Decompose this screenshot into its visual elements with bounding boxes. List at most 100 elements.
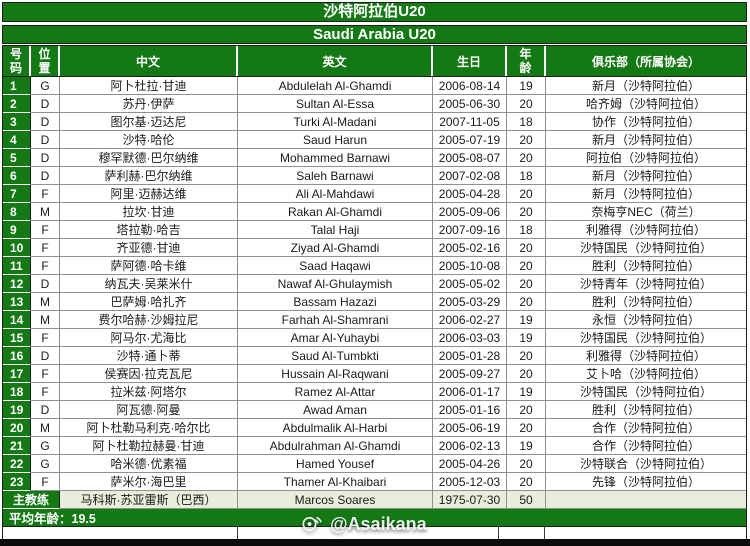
table-row: 19 D 阿瓦德·阿曼 Awad Aman 2005-01-16 20 胜利（沙… [3,401,746,419]
player-english-name-cell: Saleh Barnawi [238,167,433,185]
player-chinese-name-cell: 齐亚德·甘迪 [60,239,238,257]
player-english-name-cell: Amar Al-Yuhaybi [238,329,433,347]
player-number-cell: 20 [3,419,31,437]
table-row: 9 F 塔拉勒·哈吉 Talal Haji 2007-09-16 18 利雅得（… [3,221,746,239]
player-english-name-cell: Nawaf Al-Ghulaymish [238,275,433,293]
player-chinese-name-cell: 阿卜杜勒拉赫曼·甘迪 [60,437,238,455]
player-age-cell: 19 [507,437,546,455]
player-english-name-cell: Hamed Yousef [238,455,433,473]
player-position-cell: F [31,383,60,401]
player-position-cell: M [31,311,60,329]
bottom-black-bar [0,539,750,546]
player-number-cell: 21 [3,437,31,455]
player-number-cell: 15 [3,329,31,347]
player-club-cell: 沙特国民（沙特阿拉伯） [546,383,746,401]
player-number-cell: 11 [3,257,31,275]
player-chinese-name-cell: 巴萨姆·哈扎齐 [60,293,238,311]
player-birthdate-cell: 2007-11-05 [433,113,507,131]
player-position-cell: M [31,419,60,437]
player-number-cell: 23 [3,473,31,491]
player-english-name-cell: Saud Al-Tumbkti [238,347,433,365]
player-club-cell: 胜利（沙特阿拉伯） [546,257,746,275]
player-chinese-name-cell: 阿里·迈赫达维 [60,185,238,203]
player-chinese-name-cell: 阿马尔·尤海比 [60,329,238,347]
player-position-cell: F [31,185,60,203]
coach-label-cell: 主教练 [3,491,60,509]
player-age-cell: 20 [507,275,546,293]
coach-age-cell: 50 [507,491,546,509]
player-position-cell: G [31,455,60,473]
player-age-cell: 20 [507,419,546,437]
player-number-cell: 17 [3,365,31,383]
player-position-cell: D [31,95,60,113]
player-club-cell: 新月（沙特阿拉伯） [546,167,746,185]
player-number-cell: 14 [3,311,31,329]
player-birthdate-cell: 2005-01-28 [433,347,507,365]
coach-chinese-name-cell: 马科斯·苏亚雷斯（巴西） [60,491,238,509]
player-age-cell: 20 [507,257,546,275]
player-number-cell: 7 [3,185,31,203]
player-birthdate-cell: 2005-12-03 [433,473,507,491]
player-english-name-cell: Ali Al-Mahdawi [238,185,433,203]
table-row: 13 M 巴萨姆·哈扎齐 Bassam Hazazi 2005-03-29 20… [3,293,746,311]
player-club-cell: 合作（沙特阿拉伯） [546,419,746,437]
player-club-cell: 阿拉伯（沙特阿拉伯） [546,149,746,167]
player-age-cell: 20 [507,293,546,311]
player-number-cell: 9 [3,221,31,239]
table-row: 12 D 纳瓦夫·吴莱米什 Nawaf Al-Ghulaymish 2005-0… [3,275,746,293]
table-row: 18 F 拉米兹·阿塔尔 Ramez Al-Attar 2006-01-17 1… [3,383,746,401]
player-club-cell: 哈齐姆（沙特阿拉伯） [546,95,746,113]
player-number-cell: 2 [3,95,31,113]
player-number-cell: 6 [3,167,31,185]
title-english: Saudi Arabia U20 [2,25,747,44]
player-chinese-name-cell: 阿卜杜拉·甘迪 [60,77,238,95]
player-club-cell: 新月（沙特阿拉伯） [546,131,746,149]
player-position-cell: D [31,401,60,419]
player-birthdate-cell: 2005-06-30 [433,95,507,113]
player-number-cell: 22 [3,455,31,473]
player-club-cell: 沙特青年（沙特阿拉伯） [546,275,746,293]
table-row: 8 M 拉坎·甘迪 Rakan Al-Ghamdi 2005-09-06 20 … [3,203,746,221]
player-position-cell: D [31,275,60,293]
table-row: 21 G 阿卜杜勒拉赫曼·甘迪 Abdulrahman Al-Ghamdi 20… [3,437,746,455]
player-club-cell: 艾卜哈（沙特阿拉伯） [546,365,746,383]
player-birthdate-cell: 2005-03-29 [433,293,507,311]
player-birthdate-cell: 2007-02-08 [433,167,507,185]
player-english-name-cell: Thamer Al-Khaibari [238,473,433,491]
player-club-cell: 胜利（沙特阿拉伯） [546,293,746,311]
player-birthdate-cell: 2006-02-13 [433,437,507,455]
roster-table: 沙特阿拉伯U20 Saudi Arabia U20 号码 位置 中文 英文 生日… [2,2,747,540]
table-row: 22 G 哈米德·优素福 Hamed Yousef 2005-04-26 20 … [3,455,746,473]
player-club-cell: 沙特国民（沙特阿拉伯） [546,329,746,347]
player-age-cell: 19 [507,383,546,401]
player-chinese-name-cell: 拉米兹·阿塔尔 [60,383,238,401]
col-header-position: 位置 [31,46,60,76]
player-position-cell: F [31,473,60,491]
player-chinese-name-cell: 沙特·通卜蒂 [60,347,238,365]
player-number-cell: 19 [3,401,31,419]
player-chinese-name-cell: 拉坎·甘迪 [60,203,238,221]
player-age-cell: 18 [507,221,546,239]
player-birthdate-cell: 2006-02-27 [433,311,507,329]
player-position-cell: G [31,437,60,455]
player-club-cell: 沙特国民（沙特阿拉伯） [546,239,746,257]
player-club-cell: 利雅得（沙特阿拉伯） [546,221,746,239]
player-birthdate-cell: 2005-05-02 [433,275,507,293]
table-row: 1 G 阿卜杜拉·甘迪 Abdulelah Al-Ghamdi 2006-08-… [3,77,746,95]
average-age-row: 平均年龄：19.5 [2,509,747,527]
player-rows: 1 G 阿卜杜拉·甘迪 Abdulelah Al-Ghamdi 2006-08-… [2,77,747,491]
col-header-number: 号码 [3,46,31,76]
table-row: 14 M 费尔哈赫·沙姆拉尼 Farhah Al-Shamrani 2006-0… [3,311,746,329]
player-age-cell: 19 [507,329,546,347]
player-birthdate-cell: 2005-06-19 [433,419,507,437]
player-english-name-cell: Bassam Hazazi [238,293,433,311]
player-english-name-cell: Awad Aman [238,401,433,419]
player-club-cell: 利雅得（沙特阿拉伯） [546,347,746,365]
player-age-cell: 20 [507,239,546,257]
player-club-cell: 沙特联合（沙特阿拉伯） [546,455,746,473]
average-age-label: 平均年龄：19.5 [9,512,96,526]
player-position-cell: D [31,149,60,167]
table-row: 17 F 侯赛因·拉克瓦尼 Hussain Al-Raqwani 2005-09… [3,365,746,383]
player-position-cell: D [31,167,60,185]
